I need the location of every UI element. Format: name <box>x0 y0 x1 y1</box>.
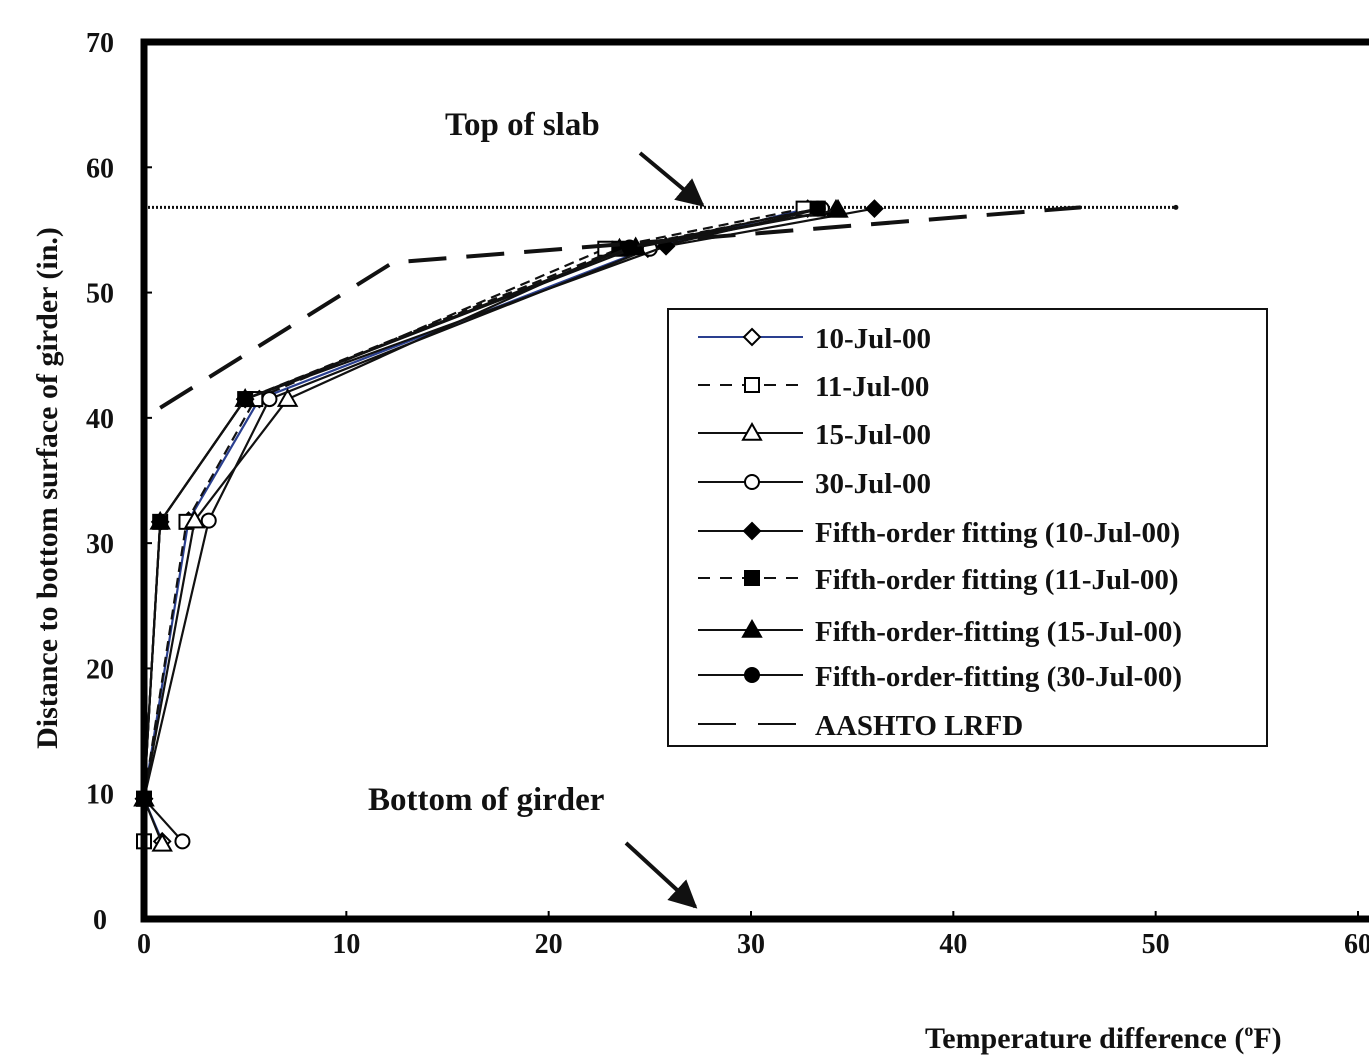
annotation-arrow <box>624 841 698 909</box>
legend-marker <box>744 570 760 586</box>
y-tick-label: 60 <box>86 153 114 184</box>
series-point <box>809 200 826 217</box>
y-tick-label: 40 <box>86 404 114 435</box>
top-of-slab-line-end <box>1173 204 1179 210</box>
legend-label: 11-Jul-00 <box>815 371 929 403</box>
legend-item: Fifth-order-fitting (30-Jul-00) <box>698 661 1182 693</box>
legend-marker <box>741 618 763 638</box>
legend-marker <box>742 521 762 541</box>
annotations: Top of slab Bottom of girder <box>368 107 705 909</box>
x-axis-ticks: 0 10 20 30 40 50 60 <box>137 911 1369 960</box>
x-tick-label: 60 <box>1344 929 1369 960</box>
series-point <box>261 391 278 408</box>
legend-marker <box>744 667 760 683</box>
legend-label: 15-Jul-00 <box>815 419 931 451</box>
x-tick-label: 20 <box>535 929 563 960</box>
legend-item: 10-Jul-00 <box>698 323 931 355</box>
legend-item: 30-Jul-00 <box>698 468 931 500</box>
series-point <box>827 198 849 218</box>
y-axis-title: Distance to bottom surface of girder (in… <box>31 227 64 749</box>
legend-marker <box>742 327 762 347</box>
legend-label: Fifth-order-fitting (30-Jul-00) <box>815 661 1182 693</box>
legend-item: 15-Jul-00 <box>698 419 931 451</box>
y-tick-label: 10 <box>86 780 114 811</box>
legend-items: 10-Jul-00 11-Jul-00 15-Jul-00 30-Jul-00 Fift… <box>698 323 1182 742</box>
y-tick-label: 50 <box>86 279 114 310</box>
legend-box <box>667 308 1268 747</box>
series-point <box>237 391 254 408</box>
series-8 <box>136 200 826 807</box>
legend-marker <box>744 474 760 490</box>
series-point <box>276 388 299 407</box>
legend-label: Fifth-order fitting (11-Jul-00) <box>815 564 1179 596</box>
annotation-arrow <box>638 151 705 207</box>
annotation-top-of-slab: Top of slab <box>445 107 600 143</box>
legend-item: 11-Jul-00 <box>698 371 929 403</box>
y-tick-label: 0 <box>93 905 107 936</box>
annotation-bottom-of-girder: Bottom of girder <box>368 782 604 818</box>
legend-label: 10-Jul-00 <box>815 323 931 355</box>
legend-marker <box>744 377 760 393</box>
legend-item: Fifth-order fitting (11-Jul-00) <box>698 564 1179 596</box>
series-point <box>200 512 217 529</box>
series-point <box>621 239 638 256</box>
x-tick-label: 50 <box>1142 929 1170 960</box>
y-tick-label: 30 <box>86 529 114 560</box>
x-tick-label: 30 <box>737 929 765 960</box>
legend-item: AASHTO LRFD <box>698 710 1023 742</box>
x-tick-label: 40 <box>939 929 967 960</box>
legend-label: 30-Jul-00 <box>815 468 931 500</box>
top-of-slab-line <box>144 204 1179 210</box>
y-tick-label: 20 <box>86 654 114 685</box>
series-point <box>174 833 191 850</box>
legend-label: Fifth-order-fitting (15-Jul-00) <box>815 616 1182 648</box>
legend-item: Fifth-order-fitting (15-Jul-00) <box>698 616 1182 648</box>
x-tick-label: 0 <box>137 929 151 960</box>
plot-frame <box>140 38 1369 923</box>
legend: 10-Jul-00 11-Jul-00 15-Jul-00 30-Jul-00 Fift… <box>667 308 1268 747</box>
legend-label: AASHTO LRFD <box>815 710 1023 742</box>
series-line <box>159 205 1081 410</box>
series-point <box>151 832 173 852</box>
legend-item: Fifth-order fitting (10-Jul-00) <box>698 517 1180 549</box>
series-point <box>152 513 169 530</box>
series-point <box>865 199 884 219</box>
series-9 <box>159 205 1081 410</box>
y-tick-label: 70 <box>86 28 114 59</box>
x-tick-label: 10 <box>332 929 360 960</box>
series-point <box>183 509 206 529</box>
x-axis-title: Temperature difference (oF) <box>925 1020 1282 1055</box>
legend-marker <box>741 421 763 441</box>
legend-label: Fifth-order fitting (10-Jul-00) <box>815 517 1180 549</box>
